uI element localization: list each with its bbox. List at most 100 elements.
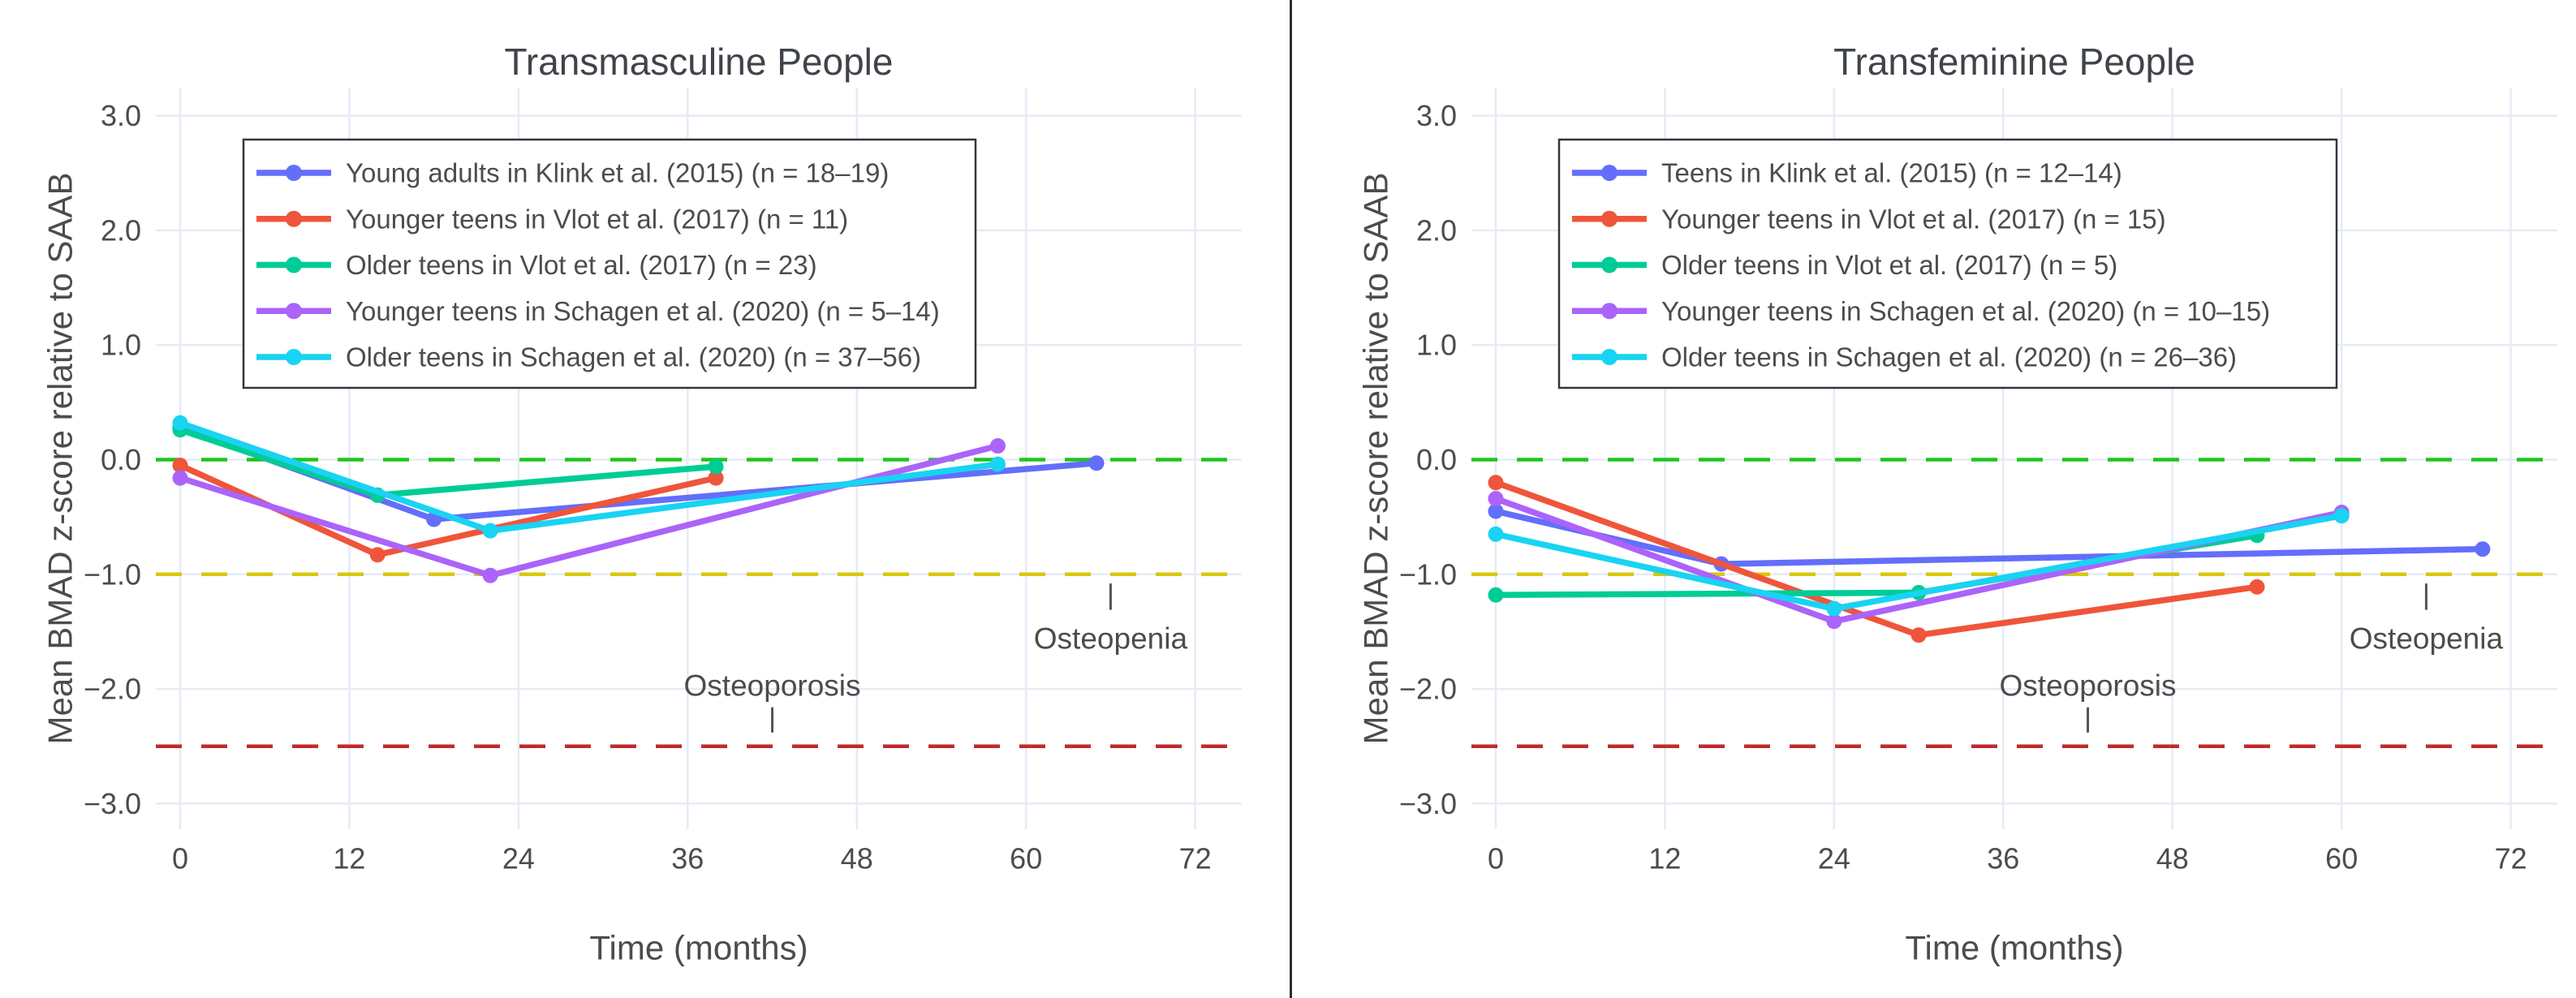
panel-transmasculine: Osteopenia Osteoporosis 0 12 24 36 48 60 72 3.0 2.… [41, 41, 1242, 967]
y-axis-title: Mean BMAD z-score relative to SAAB [41, 173, 80, 745]
panel-transfeminine: Osteopenia Osteoporosis 0 12 24 36 48 60 72 3.0 2.… [1288, 0, 2576, 998]
legend-item-label: Teens in Klink et al. (2015) (n = 12–14) [1661, 158, 2122, 188]
legend: Young adults in Klink et al. (2015) (n =… [242, 138, 977, 389]
y-tick-label: 1.0 [101, 329, 141, 362]
legend-swatch-dot [286, 256, 302, 273]
series-marker [989, 438, 1006, 454]
legend-item-label: Older teens in Schagen et al. (2020) (n … [346, 342, 921, 372]
annotation-label: Osteoporosis [2000, 669, 2177, 702]
legend-item-label: Older teens in Schagen et al. (2020) (n … [1661, 342, 2237, 372]
legend-item-label: Younger teens in Vlot et al. (2017) (n =… [1661, 204, 2166, 234]
legend-swatch-dot [286, 165, 302, 181]
x-tick-label: 0 [172, 842, 188, 875]
legend-item: Younger teens in Vlot et al. (2017) (n =… [256, 204, 848, 234]
y-axis-title: Mean BMAD z-score relative to SAAB [1357, 173, 1395, 745]
series-marker [1488, 475, 1504, 491]
series-marker [2249, 579, 2265, 595]
y-tick-label: 3.0 [101, 99, 141, 132]
y-tick-label: 2.0 [1416, 213, 1457, 247]
legend-swatch-dot [1601, 210, 1618, 227]
legend-item-label: Young adults in Klink et al. (2015) (n =… [346, 158, 889, 188]
y-tick-label: 0.0 [1416, 443, 1457, 476]
legend-box [1557, 138, 2338, 389]
series-marker [1910, 627, 1927, 643]
y-tick-label: 3.0 [1416, 99, 1457, 132]
chart-transmasculine: Osteopenia Osteoporosis 0 12 24 36 48 60 72 3.0 2.… [41, 41, 1242, 967]
legend-item-label: Younger teens in Vlot et al. (2017) (n =… [346, 204, 848, 234]
y-tick-label: −3.0 [1399, 787, 1457, 820]
legend-item-label: Older teens in Vlot et al. (2017) (n = 2… [346, 250, 817, 280]
panel-title: Transmasculine People [505, 41, 894, 83]
series-marker [482, 567, 498, 583]
x-tick-label: 0 [1488, 842, 1504, 875]
series-marker [2333, 508, 2350, 524]
annotation-label: Osteoporosis [684, 669, 861, 702]
x-tick-label: 60 [1010, 842, 1042, 875]
series-marker [1826, 600, 1842, 617]
x-tick-label: 48 [2156, 842, 2189, 875]
x-tick-label: 72 [1179, 842, 1212, 875]
series-marker [369, 547, 386, 563]
legend-swatch-dot [286, 349, 302, 365]
series-marker [172, 415, 188, 431]
legend-item: Younger teens in Schagen et al. (2020) (… [256, 296, 940, 326]
y-tick-label: −2.0 [84, 673, 141, 706]
series-marker [1488, 491, 1504, 507]
legend-box [242, 138, 977, 389]
legend-item-label: Older teens in Vlot et al. (2017) (n = 5… [1661, 250, 2117, 280]
x-tick-label: 36 [1987, 842, 2019, 875]
panel-title: Transfeminine People [1833, 41, 2195, 83]
panel-divider [1290, 0, 1292, 998]
legend-swatch-dot [1601, 165, 1618, 181]
legend-swatch-dot [286, 210, 302, 227]
series-marker [708, 458, 724, 475]
y-tick-label: 1.0 [1416, 329, 1457, 362]
y-tick-label: −1.0 [1399, 557, 1457, 591]
legend-item: Young adults in Klink et al. (2015) (n =… [256, 158, 889, 188]
series-marker [1088, 455, 1105, 471]
series-marker [1488, 503, 1504, 519]
series-line-2 [1493, 532, 2260, 598]
x-tick-label: 24 [502, 842, 535, 875]
series-marker [989, 456, 1006, 472]
series-marker [708, 470, 724, 486]
series-marker [1488, 526, 1504, 542]
x-tick-label: 72 [2495, 842, 2527, 875]
x-axis-title: Time (months) [1905, 929, 2123, 967]
legend-item: Older teens in Vlot et al. (2017) (n = 2… [256, 250, 817, 280]
series-marker [2475, 541, 2491, 557]
x-axis-title: Time (months) [589, 929, 808, 967]
legend-item: Younger teens in Schagen et al. (2020) (… [1572, 296, 2270, 326]
annotation-label: Osteopenia [2350, 622, 2504, 655]
legend-item-label: Younger teens in Schagen et al. (2020) (… [1661, 296, 2270, 326]
legend-item-label: Younger teens in Schagen et al. (2020) (… [346, 296, 940, 326]
x-tick-label: 36 [671, 842, 704, 875]
x-tick-label: 60 [2325, 842, 2358, 875]
x-tick-label: 12 [333, 842, 365, 875]
legend-swatch-dot [1601, 256, 1618, 273]
x-tick-label: 12 [1648, 842, 1681, 875]
y-tick-label: 2.0 [101, 213, 141, 247]
series-marker [172, 458, 188, 474]
legend-swatch-dot [1601, 349, 1618, 365]
legend-swatch-dot [286, 303, 302, 320]
y-tick-label: 0.0 [101, 443, 141, 476]
y-tick-label: −1.0 [84, 557, 141, 591]
annotation-label: Osteopenia [1034, 622, 1188, 655]
x-tick-label: 48 [841, 842, 873, 875]
legend: Teens in Klink et al. (2015) (n = 12–14)… [1557, 138, 2338, 389]
y-tick-label: −3.0 [84, 787, 141, 820]
series-marker [1488, 587, 1504, 603]
series-marker [172, 470, 188, 486]
series-line-2 [177, 427, 719, 499]
x-tick-label: 24 [1818, 842, 1850, 875]
series-marker [482, 523, 498, 539]
chart-transfeminine: Osteopenia Osteoporosis 0 12 24 36 48 60 72 3.0 2.… [1357, 41, 2557, 967]
legend-swatch-dot [1601, 303, 1618, 320]
series-marker [1826, 613, 1842, 630]
legend-item: Younger teens in Vlot et al. (2017) (n =… [1572, 204, 2166, 234]
y-tick-label: −2.0 [1399, 673, 1457, 706]
legend-item: Teens in Klink et al. (2015) (n = 12–14) [1572, 158, 2122, 188]
legend-item: Older teens in Schagen et al. (2020) (n … [256, 342, 921, 372]
